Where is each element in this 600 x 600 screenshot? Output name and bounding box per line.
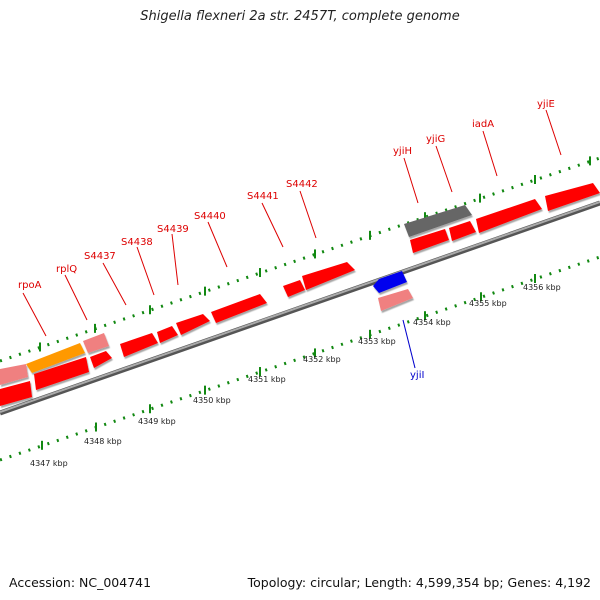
leader-S4440 [207, 221, 228, 268]
gene-label-yjiI[interactable]: yjiI [410, 370, 424, 381]
kbp-labels: 4347 kbp 4348 kbp 4349 kbp 4350 kbp 4351 kbp… [30, 283, 561, 468]
gene-yjiH[interactable] [404, 205, 472, 237]
gene-yjiH-b[interactable] [410, 229, 449, 253]
accession-text: Accession: NC_004741 [9, 575, 152, 590]
kbp-label-4351: 4351 kbp [248, 375, 286, 384]
gene-rplQ[interactable] [83, 333, 109, 353]
leader-S4438 [136, 246, 155, 296]
gene-yjiI[interactable] [373, 271, 407, 293]
leader-yjiH [403, 157, 419, 204]
gene-S4439[interactable] [157, 326, 178, 343]
gene-S4442[interactable] [302, 262, 355, 290]
gene-S4438[interactable] [120, 333, 158, 357]
topology-text: Topology: circular; Length: 4,599,354 bp… [247, 575, 591, 590]
gene-label-S4439[interactable]: S4439 [157, 224, 189, 235]
leader-yjiG [435, 145, 453, 193]
gene-S4441[interactable] [283, 280, 305, 297]
gene-rpoA[interactable] [26, 343, 85, 373]
gene-label-S4437[interactable]: S4437 [84, 251, 116, 262]
gene-unlabeled-red-2[interactable] [34, 357, 89, 390]
leader-iadA [482, 130, 498, 177]
gene-S4440-b[interactable] [211, 294, 267, 323]
gene-unlabeled-red[interactable] [0, 381, 32, 406]
kbp-label-4347: 4347 kbp [30, 459, 68, 468]
lower-major-ticks [41, 273, 536, 450]
gene-label-yjiG[interactable]: yjiG [426, 134, 445, 145]
gene-label-S4441[interactable]: S4441 [247, 191, 279, 202]
kbp-label-4352: 4352 kbp [303, 355, 341, 364]
gene-label-rpoA[interactable]: rpoA [18, 280, 42, 291]
gene-label-S4438[interactable]: S4438 [121, 237, 153, 248]
leader-rplQ [64, 274, 88, 321]
gene-label-yjiE[interactable]: yjiE [537, 99, 555, 110]
gene-features [0, 183, 600, 406]
gene-yjiE[interactable] [545, 183, 600, 211]
leader-S4442 [299, 190, 317, 239]
gene-label-yjiH[interactable]: yjiH [393, 146, 412, 157]
gene-label-rplQ[interactable]: rplQ [56, 264, 77, 275]
kbp-label-4355: 4355 kbp [469, 299, 507, 308]
genome-title: Shigella flexneri 2a str. 2457T, complet… [140, 9, 460, 24]
kbp-label-4350: 4350 kbp [193, 396, 231, 405]
gene-iadA[interactable] [476, 199, 542, 233]
kbp-label-4349: 4349 kbp [138, 417, 176, 426]
gene-label-S4440[interactable]: S4440 [194, 211, 226, 222]
label-leaders [22, 109, 562, 369]
kbp-label-4353: 4353 kbp [358, 337, 396, 346]
gene-unlabeled-pink[interactable] [0, 364, 28, 385]
upper-major-ticks [39, 156, 591, 352]
upper-tick-track [0, 156, 600, 363]
gene-S4440[interactable] [176, 314, 210, 335]
leader-S4441 [261, 202, 284, 248]
leader-S4439 [171, 233, 179, 286]
kbp-label-4356: 4356 kbp [523, 283, 561, 292]
gene-label-S4442[interactable]: S4442 [286, 179, 318, 190]
genome-backbone [0, 200, 600, 416]
lower-tick-track [0, 255, 600, 462]
gene-S4437[interactable] [90, 351, 112, 368]
leader-rpoA [22, 292, 47, 337]
kbp-label-4348: 4348 kbp [84, 437, 122, 446]
gene-yjiI-b[interactable] [378, 289, 413, 311]
leader-yjiE [545, 109, 562, 156]
leader-yjiI [402, 319, 416, 369]
gene-yjiG[interactable] [449, 221, 476, 241]
gene-labels: rpoA rplQ S4437 S4438 S4439 S4440 S4441 S4442 yj… [18, 99, 555, 381]
leader-S4437 [102, 262, 127, 306]
backbone-highlight [0, 201, 600, 413]
kbp-label-4354: 4354 kbp [413, 318, 451, 327]
gene-label-iadA[interactable]: iadA [472, 119, 494, 130]
